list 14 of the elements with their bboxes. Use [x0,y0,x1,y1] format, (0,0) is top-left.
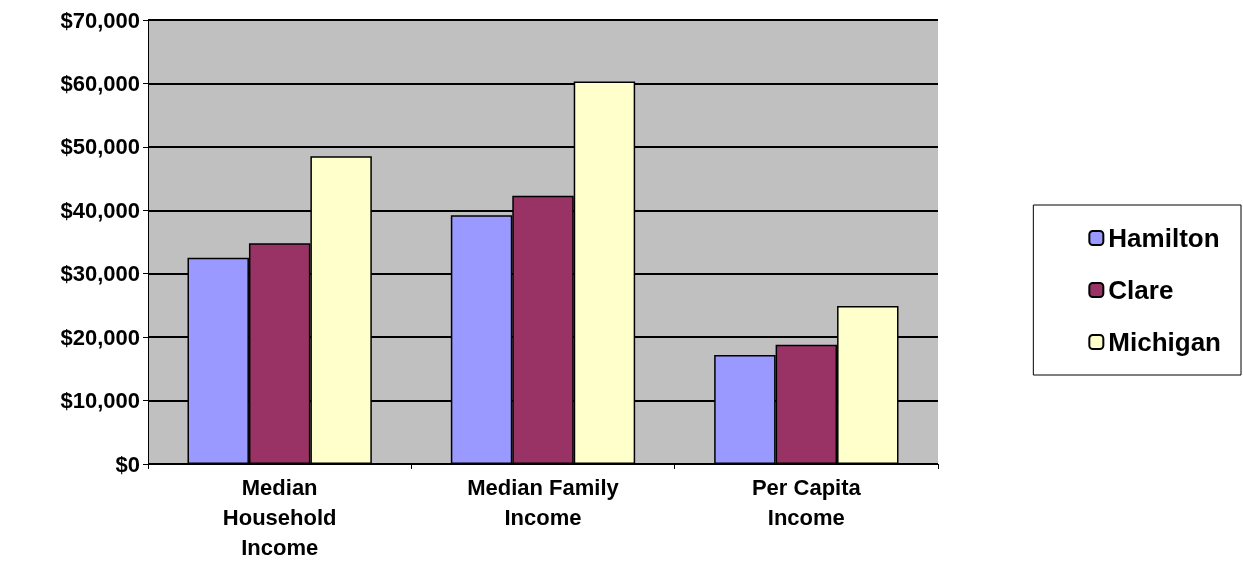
y-tick-label: $50,000 [60,134,140,160]
y-tick-label: $30,000 [60,261,140,287]
y-tick-label: $10,000 [60,388,140,414]
y-tick-label: $20,000 [60,324,140,350]
y-tick-label: $70,000 [60,7,140,33]
y-tick-label: $40,000 [60,197,140,223]
x-tick-label: Median Household Income [222,474,337,560]
legend-label: Hamilton [1108,223,1220,253]
legend-label: Clare [1108,275,1174,305]
x-tick-label: Per Capita Income [751,474,862,530]
x-tick-label: Median Family Income [467,474,620,530]
y-tick-label: $0 [115,451,140,477]
y-tick-label: $60,000 [60,70,140,96]
legend-label: Michigan [1108,327,1221,357]
